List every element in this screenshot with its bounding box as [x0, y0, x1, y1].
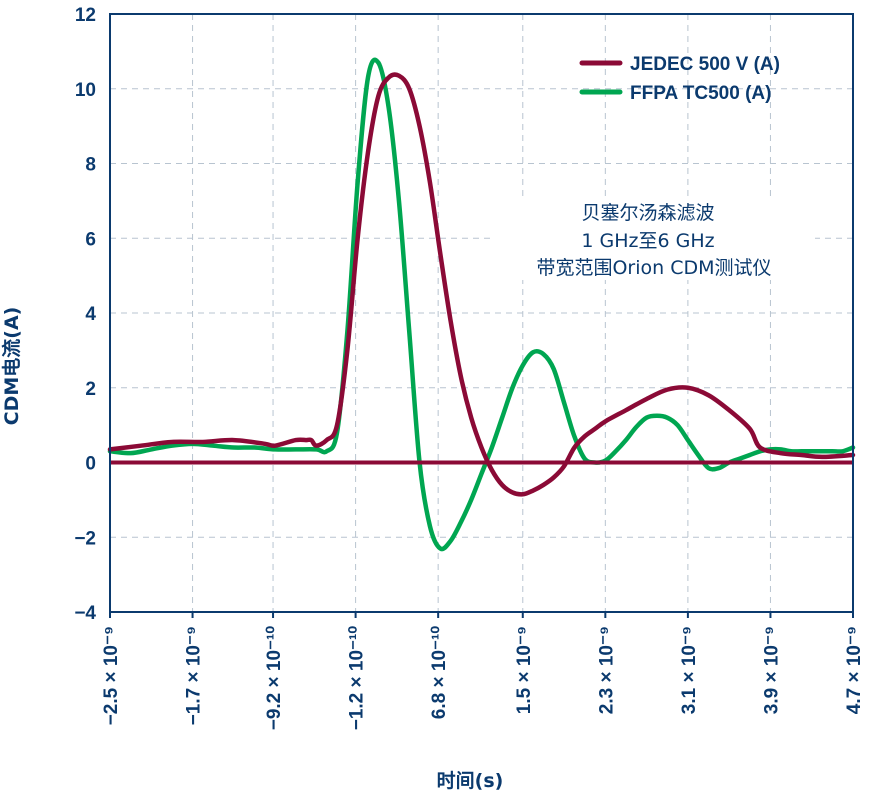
series-line-jedec	[107, 72, 856, 497]
x-tick-label: 1.5 × 10⁻⁹	[514, 626, 535, 714]
annotation: 贝塞尔汤森滤波 1 GHz至6 GHz 带宽范围Orion CDM测试仪	[495, 198, 815, 280]
x-tick-label: 4.7 × 10⁻⁹	[844, 626, 865, 714]
annotation-line-3: 带宽范围Orion CDM测试仪	[536, 257, 771, 279]
series-line-ffpa	[107, 57, 856, 552]
x-tick-label: −9.2 × 10⁻¹⁰	[264, 626, 285, 731]
annotation-line-2: 1 GHz至6 GHz	[581, 230, 714, 252]
x-tick-label: −1.7 × 10⁻⁹	[184, 626, 205, 725]
legend-label-ffpa: FFPA TC500 (A)	[630, 83, 771, 104]
plot-frame	[109, 13, 854, 613]
y-tick-label: 10	[75, 80, 96, 101]
x-tick-label: −2.5 × 10⁻⁹	[101, 626, 122, 725]
y-tick-label: 4	[85, 304, 96, 325]
y-tick-label: 8	[85, 155, 96, 176]
series-layer	[107, 57, 856, 552]
x-tick-label: −1.2 × 10⁻¹⁰	[347, 626, 368, 731]
x-tick-label: 3.1 × 10⁻⁹	[679, 626, 700, 714]
legend-label-jedec: JEDEC 500 V (A)	[630, 54, 780, 75]
y-axis-title: CDM电流(A)	[0, 307, 23, 426]
y-tick-label: 6	[85, 229, 96, 250]
y-tick-label: 12	[75, 5, 96, 26]
x-tick-labels: −2.5 × 10⁻⁹ −1.7 × 10⁻⁹ −9.2 × 10⁻¹⁰ −1.2 ×…	[101, 626, 865, 731]
annotation-line-1: 贝塞尔汤森滤波	[581, 202, 714, 224]
legend: JEDEC 500 V (A) FFPA TC500 (A)	[579, 54, 780, 104]
y-tick-labels: −4 −2 0 2 4 6 8 10 12	[74, 5, 96, 624]
x-tick-label: 2.3 × 10⁻⁹	[596, 626, 617, 714]
y-tick-label: 2	[85, 379, 96, 400]
y-tick-label: −2	[74, 528, 96, 549]
annotation-background	[495, 198, 815, 280]
x-axis-title: 时间(s)	[437, 770, 504, 792]
x-tick-label: 3.9 × 10⁻⁹	[761, 626, 782, 714]
y-tick-label: 0	[85, 454, 96, 475]
y-tick-label: −4	[74, 603, 96, 624]
x-tick-label: 6.8 × 10⁻¹⁰	[429, 626, 450, 720]
